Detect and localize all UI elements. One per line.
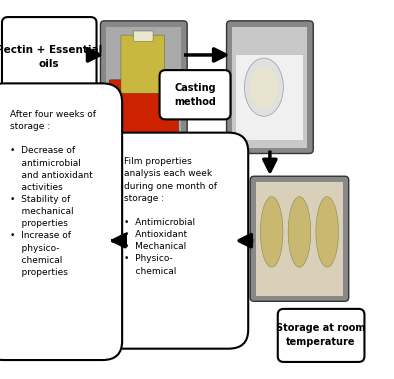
FancyBboxPatch shape (236, 55, 303, 140)
Text: Pectin + Essential
oils: Pectin + Essential oils (0, 45, 102, 69)
FancyBboxPatch shape (109, 80, 178, 145)
FancyBboxPatch shape (256, 182, 343, 296)
FancyBboxPatch shape (227, 21, 313, 153)
FancyBboxPatch shape (100, 21, 187, 153)
FancyBboxPatch shape (250, 176, 349, 301)
Text: Storage at room
temperature: Storage at room temperature (277, 323, 366, 348)
FancyBboxPatch shape (134, 31, 153, 41)
Ellipse shape (250, 67, 278, 108)
Ellipse shape (288, 197, 311, 267)
Text: After four weeks of
storage :

•  Decrease of
    antimicrobial
    and antioxid: After four weeks of storage : • Decrease… (10, 110, 96, 277)
FancyBboxPatch shape (278, 309, 364, 362)
FancyBboxPatch shape (232, 27, 307, 148)
FancyBboxPatch shape (106, 27, 181, 148)
FancyBboxPatch shape (160, 70, 230, 119)
Ellipse shape (316, 197, 338, 267)
FancyBboxPatch shape (2, 17, 97, 97)
Text: Film properties
analysis each week
during one month of
storage :

•  Antimicrobi: Film properties analysis each week durin… (124, 157, 217, 276)
Ellipse shape (244, 58, 283, 116)
FancyBboxPatch shape (98, 133, 248, 349)
Text: Casting
method: Casting method (174, 83, 216, 107)
Ellipse shape (260, 197, 283, 267)
FancyBboxPatch shape (121, 35, 165, 93)
FancyBboxPatch shape (0, 83, 122, 360)
